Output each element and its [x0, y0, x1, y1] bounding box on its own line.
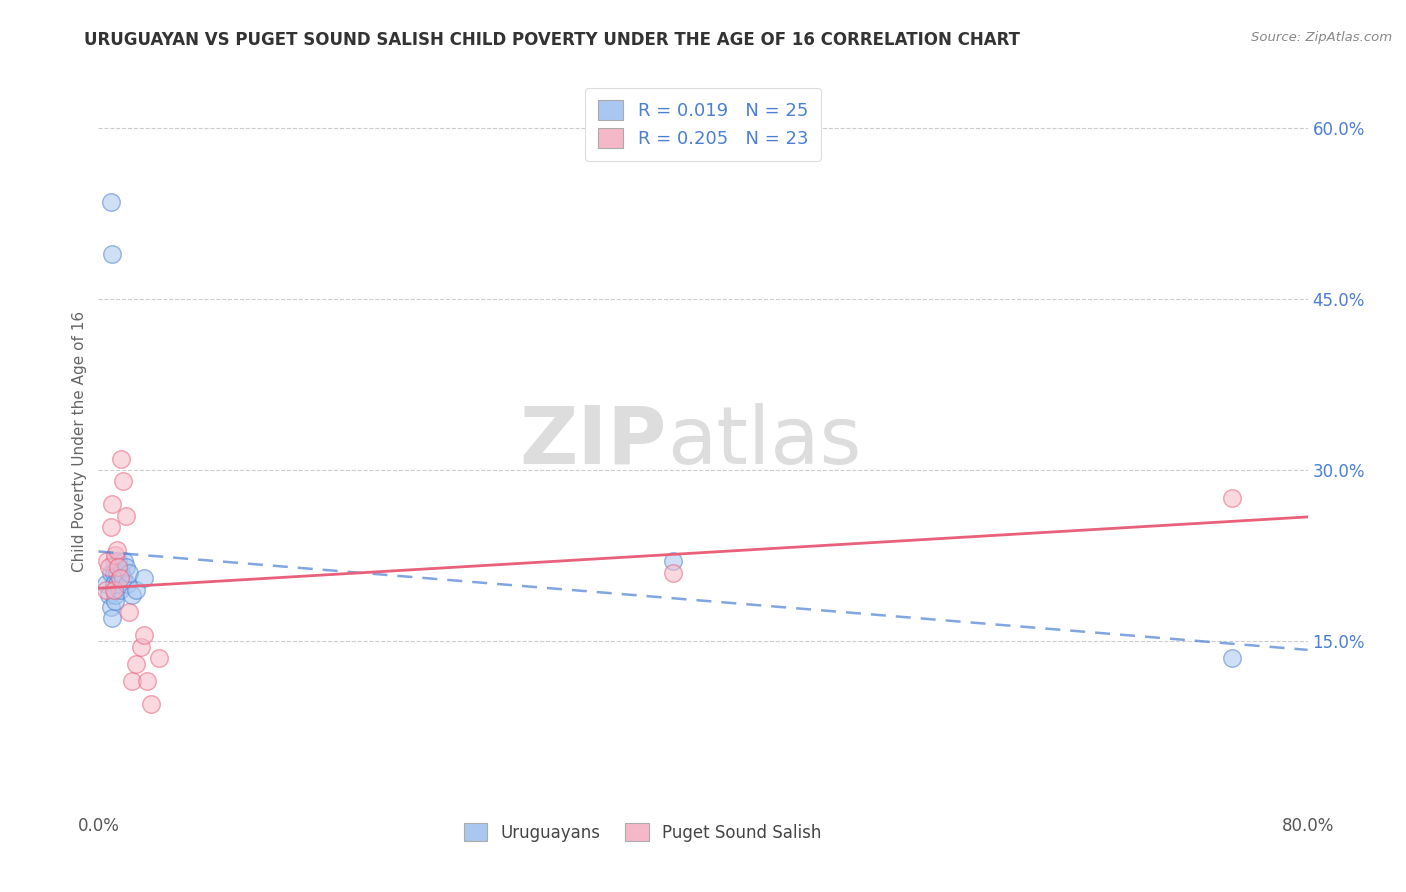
Point	[118, 606, 141, 620]
Point	[114, 508, 136, 523]
Point	[107, 559, 129, 574]
Point	[94, 577, 117, 591]
Point	[100, 566, 122, 580]
Point	[98, 559, 121, 574]
Point	[118, 566, 141, 580]
Point	[661, 554, 683, 568]
Point	[110, 451, 132, 466]
Point	[114, 559, 136, 574]
Text: ZIP: ZIP	[519, 402, 666, 481]
Y-axis label: Child Poverty Under the Age of 16: Child Poverty Under the Age of 16	[72, 311, 87, 572]
Point	[101, 246, 124, 260]
Point	[141, 697, 163, 711]
Point	[98, 588, 121, 602]
Point	[132, 571, 155, 585]
Point	[103, 554, 125, 568]
Point	[112, 554, 135, 568]
Point	[1220, 651, 1243, 665]
Point	[111, 475, 134, 489]
Point	[104, 549, 127, 563]
Point	[121, 673, 143, 688]
Point	[104, 588, 127, 602]
Point	[107, 554, 129, 568]
Point	[125, 657, 148, 671]
Point	[110, 566, 132, 580]
Point	[105, 577, 128, 591]
Point	[101, 611, 124, 625]
Point	[103, 582, 125, 597]
Point	[103, 566, 125, 580]
Legend: R = 0.019   N = 25, R = 0.205   N = 23: R = 0.019 N = 25, R = 0.205 N = 23	[585, 87, 821, 161]
Text: Source: ZipAtlas.com: Source: ZipAtlas.com	[1251, 31, 1392, 45]
Point	[94, 582, 117, 597]
Point	[96, 554, 118, 568]
Point	[105, 566, 128, 580]
Point	[101, 497, 124, 511]
Point	[108, 571, 131, 585]
Point	[108, 582, 131, 597]
Point	[100, 520, 122, 534]
Point	[148, 651, 170, 665]
Point	[111, 571, 134, 585]
Point	[100, 599, 122, 614]
Point	[129, 640, 152, 654]
Point	[135, 673, 157, 688]
Point	[100, 195, 122, 210]
Point	[132, 628, 155, 642]
Point	[115, 577, 138, 591]
Text: URUGUAYAN VS PUGET SOUND SALISH CHILD POVERTY UNDER THE AGE OF 16 CORRELATION CH: URUGUAYAN VS PUGET SOUND SALISH CHILD PO…	[84, 31, 1021, 49]
Point	[121, 588, 143, 602]
Point	[1220, 491, 1243, 506]
Point	[104, 594, 127, 608]
Point	[125, 582, 148, 597]
Point	[105, 542, 128, 557]
Point	[103, 577, 125, 591]
Point	[661, 566, 683, 580]
Text: atlas: atlas	[666, 402, 860, 481]
